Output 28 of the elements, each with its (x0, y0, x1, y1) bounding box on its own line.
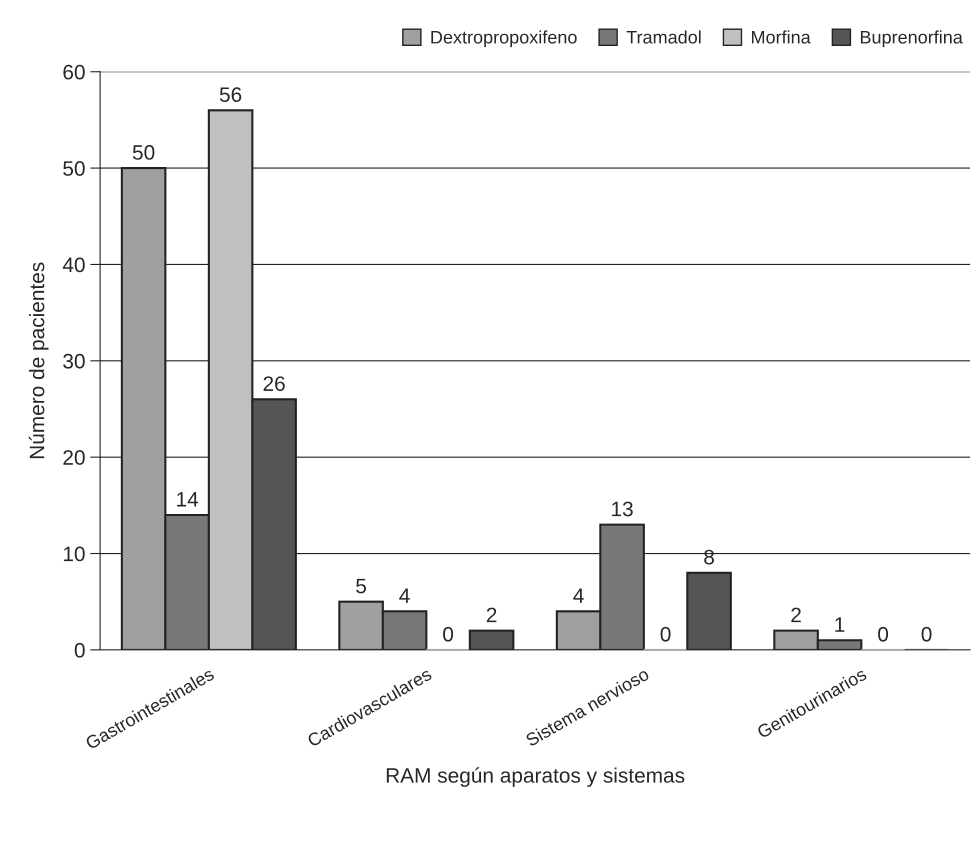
data-label: 2 (791, 608, 801, 622)
data-label: 14 (177, 492, 198, 506)
y-tick-label: 40 (62, 257, 85, 272)
data-label: 0 (660, 626, 671, 642)
data-label: 26 (264, 376, 285, 392)
x-axis-title: RAM según aparatos y sistemas (386, 767, 684, 787)
legend-label: Buprenorfina (860, 30, 963, 48)
data-label: 5 (356, 578, 366, 594)
data-label: 56 (220, 87, 242, 102)
y-tick-label: 10 (64, 546, 85, 562)
data-label: 1 (835, 617, 844, 632)
legend-label: Dextropropoxifeno (431, 30, 577, 48)
y-tick-label: 0 (74, 642, 85, 658)
y-axis-title: Número de pacientes (28, 262, 48, 458)
legend-label: Morfina (752, 30, 811, 44)
data-label: 2 (486, 608, 496, 622)
data-label: 4 (399, 588, 410, 603)
legend-label: Tramadol (626, 30, 701, 44)
y-tick-label: 30 (63, 354, 85, 369)
data-label: 4 (573, 588, 584, 603)
data-label: 13 (612, 502, 633, 516)
y-tick-label: 20 (63, 450, 85, 465)
y-tick-label: 60 (63, 64, 85, 80)
data-label: 50 (132, 145, 154, 160)
data-label: 0 (922, 626, 932, 642)
data-label: 0 (443, 626, 454, 642)
y-tick-label: 50 (63, 161, 85, 176)
data-label: 0 (878, 626, 888, 642)
